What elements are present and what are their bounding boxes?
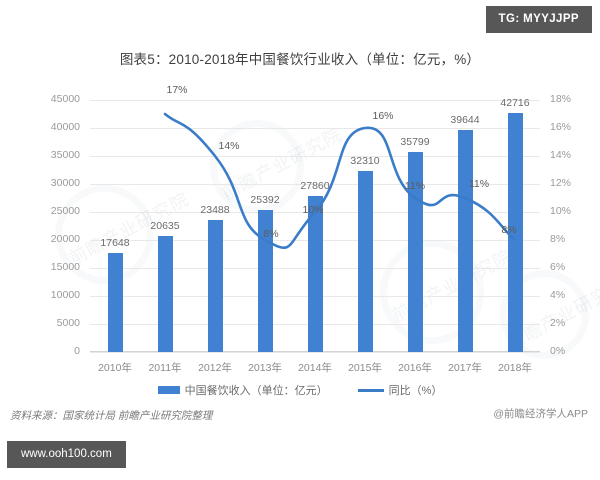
x-axis-tick: 2014年 [298, 362, 332, 374]
gridline [90, 100, 540, 101]
plot-area [90, 100, 540, 353]
legend-label-bar: 中国餐饮收入（单位：亿元） [184, 385, 328, 397]
y-axis-left-tick: 5000 [56, 317, 80, 329]
source-note: 资料来源：国家统计局 前瞻产业研究院整理 [10, 410, 213, 422]
bar-value-label: 25392 [250, 193, 280, 206]
bar-value-label: 42716 [500, 96, 530, 109]
x-axis-tick: 2010年 [98, 362, 132, 374]
chart-title: 图表5：2010-2018年中国餐饮行业收入（单位：亿元，%） [119, 52, 481, 67]
bar-value-label: 20635 [150, 220, 180, 233]
y-axis-left-tick: 10000 [50, 289, 80, 301]
y-axis-right-tick: 8% [550, 233, 566, 245]
legend-label-line: 同比（%） [388, 385, 443, 397]
line-series [163, 112, 517, 249]
site-url-badge: www.ooh100.com [7, 441, 126, 468]
x-axis-tick: 2017年 [448, 362, 482, 374]
bar-value-label: 32310 [350, 155, 380, 168]
line-value-label: 14% [218, 140, 240, 152]
bar-value-label: 17648 [100, 237, 130, 250]
line-value-label: 16% [372, 110, 394, 122]
chart-legend: 中国餐饮收入（单位：亿元） 同比（%） [0, 382, 600, 398]
y-axis-left-tick: 0 [74, 345, 80, 357]
y-axis-left-tick: 35000 [50, 149, 80, 161]
x-axis-tick: 2016年 [398, 362, 432, 374]
bar-value-label: 23488 [200, 204, 230, 217]
y-axis-left-tick: 40000 [50, 121, 80, 133]
bar[interactable] [157, 236, 173, 352]
bar-value-label: 27860 [300, 179, 330, 192]
bar[interactable] [357, 171, 373, 352]
y-axis-right-tick: 16% [550, 121, 572, 133]
bar[interactable] [107, 253, 123, 352]
legend-swatch-bar-icon [157, 386, 180, 394]
y-axis-right-tick: 4% [550, 289, 566, 301]
bar[interactable] [507, 112, 523, 352]
bar[interactable] [257, 209, 273, 352]
y-axis-right-tick: 12% [550, 177, 572, 189]
bar[interactable] [457, 130, 473, 352]
y-axis-right-tick: 6% [550, 261, 566, 273]
line-value-label: 8% [263, 228, 279, 240]
gridline [90, 128, 540, 129]
line-value-label: 17% [166, 84, 188, 96]
x-axis-tick: 2012年 [198, 362, 232, 374]
bar-value-label: 35799 [400, 135, 430, 148]
line-value-label: 10% [302, 204, 324, 216]
legend-swatch-line-icon [357, 388, 384, 392]
credit-note: @前瞻经济学人APP [493, 408, 588, 420]
x-axis-tick: 2013年 [248, 362, 282, 374]
legend-item-line[interactable]: 同比（%） [357, 382, 443, 398]
gridline [90, 352, 540, 353]
y-axis-left-tick: 20000 [50, 233, 80, 245]
line-value-label: 8% [501, 224, 517, 236]
y-axis-left-tick: 25000 [50, 205, 80, 217]
x-axis-tick: 2011年 [148, 362, 182, 374]
y-axis-right-tick: 14% [550, 149, 572, 161]
y-axis-right-tick: 2% [550, 317, 566, 329]
tg-tag-badge: TG: MYYJJPP [485, 6, 592, 33]
x-axis-tick: 2015年 [348, 362, 382, 374]
x-axis-tick: 2018年 [498, 362, 532, 374]
y-axis-left-tick: 30000 [50, 177, 80, 189]
legend-item-bar[interactable]: 中国餐饮收入（单位：亿元） [157, 382, 328, 398]
y-axis-left-tick: 15000 [50, 261, 80, 273]
bar-value-label: 39644 [450, 113, 480, 126]
gridline [90, 156, 540, 157]
y-axis-right-tick: 0% [550, 345, 566, 357]
line-path [163, 112, 517, 249]
bar[interactable] [207, 220, 223, 352]
line-value-label: 11% [468, 178, 490, 190]
line-value-label: 11% [404, 180, 426, 192]
y-axis-right-tick: 10% [550, 205, 572, 217]
y-axis-left-tick: 45000 [50, 93, 80, 105]
y-axis-right-tick: 18% [550, 93, 572, 105]
bar[interactable] [307, 195, 323, 352]
gridline [90, 184, 540, 185]
